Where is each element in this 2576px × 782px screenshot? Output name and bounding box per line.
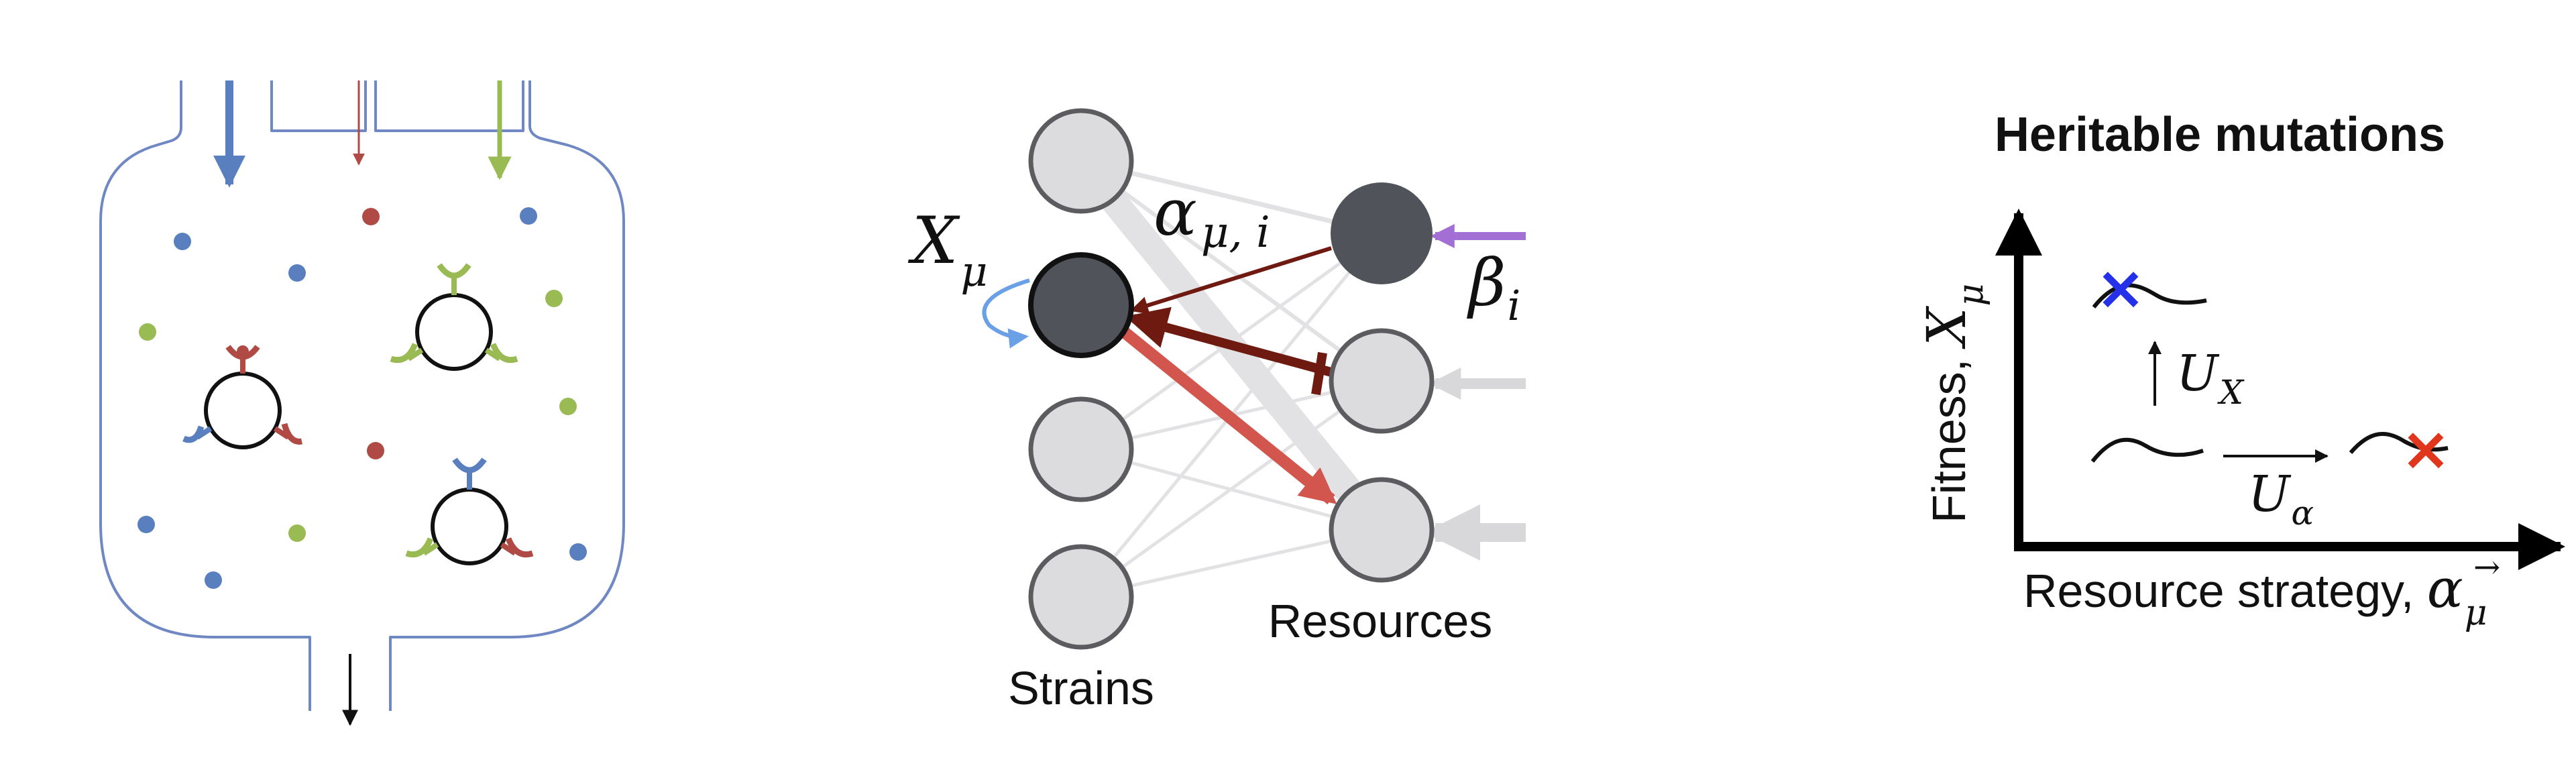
mutation-panel: Heritable mutations Fitness, Xμ Resource… bbox=[1915, 108, 2565, 633]
mutant-curve bbox=[2349, 432, 2449, 454]
chemostat-panel bbox=[99, 80, 625, 726]
resource-dot bbox=[520, 207, 537, 225]
u-x-label: UX bbox=[2176, 345, 2245, 412]
resource-dot bbox=[362, 208, 380, 225]
mutation-x-icon: × bbox=[2400, 414, 2451, 484]
microbe-icon bbox=[390, 263, 518, 371]
x-axis-label: Resource strategy, αμ bbox=[2023, 557, 2487, 633]
strain-node bbox=[1028, 396, 1134, 502]
resource-node bbox=[1329, 477, 1435, 583]
resource-dot bbox=[545, 290, 563, 307]
resource-node bbox=[1329, 328, 1435, 434]
resource-dot bbox=[288, 524, 306, 542]
resource-dot bbox=[205, 571, 222, 589]
ancestor-curve bbox=[2090, 437, 2204, 463]
resources-label: Resources bbox=[1268, 595, 1493, 647]
u-alpha-label: Uα bbox=[2248, 465, 2314, 533]
strain-node bbox=[1028, 544, 1134, 650]
mutant-curve bbox=[2092, 283, 2207, 309]
beta-label: βi bbox=[1467, 245, 1520, 330]
alpha-label: αμ, i bbox=[1154, 175, 1270, 258]
resource-dot bbox=[559, 398, 577, 415]
mutation-title: Heritable mutations bbox=[1995, 108, 2445, 162]
resource-dot bbox=[569, 543, 587, 561]
resource-dot bbox=[367, 442, 384, 459]
y-axis-label: Fitness, Xμ bbox=[1915, 284, 1991, 523]
interaction-arrow-salmon bbox=[1086, 296, 1337, 504]
resource-dot bbox=[288, 264, 306, 282]
resource-node-focal bbox=[1331, 182, 1433, 284]
self-interaction-arrow bbox=[982, 278, 1030, 349]
microbe-icon bbox=[182, 345, 302, 449]
resource-dot bbox=[174, 233, 191, 250]
strain-node bbox=[1028, 108, 1134, 214]
resource-dot bbox=[139, 323, 156, 341]
network-panel: Xμ αμ, i βi Strains Resources bbox=[907, 108, 1526, 714]
strains-label: Strains bbox=[1008, 662, 1154, 714]
x-axis-vector-accent: → bbox=[2473, 549, 2500, 586]
strain-node-focal bbox=[1028, 252, 1134, 358]
interaction-arrow-dark bbox=[1125, 306, 1333, 377]
resource-dot bbox=[137, 516, 155, 533]
resource-dots bbox=[137, 207, 587, 589]
interaction-arrow-dark bbox=[1129, 246, 1332, 315]
mutation-x-icon: × bbox=[2095, 253, 2145, 323]
interaction-bar bbox=[1311, 351, 1327, 396]
chemostat-vessel bbox=[99, 80, 625, 711]
microbe-icon bbox=[405, 457, 534, 565]
x-mu-label: Xμ bbox=[907, 203, 988, 296]
